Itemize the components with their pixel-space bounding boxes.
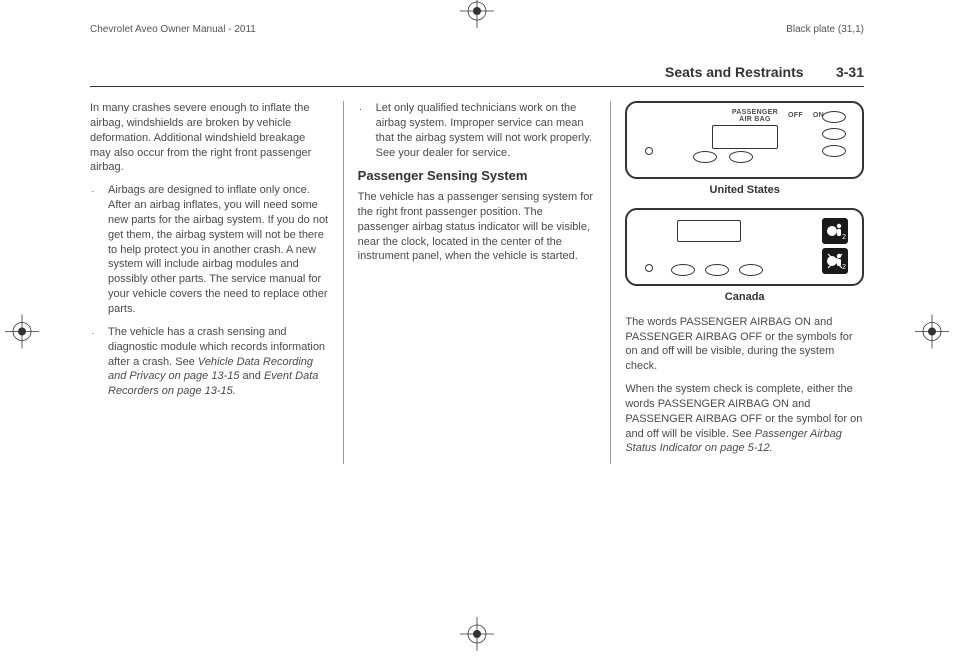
display-rect-icon xyxy=(677,220,741,242)
column-divider xyxy=(610,101,611,464)
column-divider xyxy=(343,101,344,464)
airbag-off-icon xyxy=(822,248,848,274)
button-oval-icon xyxy=(822,111,846,123)
canada-indicator-figure xyxy=(625,208,864,286)
bullet-text: The vehicle has a crash sensing and diag… xyxy=(108,325,329,399)
crop-mark-left xyxy=(5,315,39,354)
button-oval-icon xyxy=(739,264,763,276)
bullet-dot-icon: . xyxy=(90,183,108,317)
column-3: PASSENGER AIR BAG OFF ON xyxy=(615,101,864,464)
subheading: Passenger Sensing System xyxy=(358,168,597,184)
crop-mark-top xyxy=(460,0,494,33)
indicator-dot-icon xyxy=(645,147,653,155)
text-run: and xyxy=(239,370,263,382)
button-oval-icon xyxy=(822,145,846,157)
page-header: Seats and Restraints 3-31 xyxy=(90,64,864,87)
label-line: AIR BAG xyxy=(739,116,771,123)
button-oval-icon xyxy=(671,264,695,276)
manual-title: Chevrolet Aveo Owner Manual - 2011 xyxy=(90,24,256,35)
airbag-on-icon xyxy=(822,218,848,244)
crop-mark-bottom xyxy=(460,617,494,656)
body-paragraph: The vehicle has a passenger sensing syst… xyxy=(358,190,597,264)
bullet-text: Airbags are designed to inflate only onc… xyxy=(108,183,329,317)
indicator-label: PASSENGER AIR BAG xyxy=(732,109,778,123)
label-line: PASSENGER xyxy=(732,109,778,116)
section-title: Seats and Restraints xyxy=(665,64,804,80)
button-oval-icon xyxy=(822,128,846,140)
plate-label: Black plate (31,1) xyxy=(786,24,864,35)
bullet-item: . Airbags are designed to inflate only o… xyxy=(90,183,329,317)
us-indicator-figure: PASSENGER AIR BAG OFF ON xyxy=(625,101,864,179)
bullet-item: . The vehicle has a crash sensing and di… xyxy=(90,325,329,399)
page-number: 3-31 xyxy=(836,64,864,80)
page: Chevrolet Aveo Owner Manual - 2011 Black… xyxy=(0,0,954,668)
intro-paragraph: In many crashes severe enough to inflate… xyxy=(90,101,329,175)
crop-mark-right xyxy=(915,315,949,354)
figure-caption: United States xyxy=(625,183,864,198)
bullet-text: Let only qualified technicians work on t… xyxy=(376,101,597,160)
column-1: In many crashes severe enough to inflate… xyxy=(90,101,339,464)
bullet-dot-icon: . xyxy=(358,101,376,160)
body-paragraph: When the system check is complete, eithe… xyxy=(625,382,864,456)
content-columns: In many crashes severe enough to inflate… xyxy=(90,101,864,464)
button-oval-icon xyxy=(693,151,717,163)
button-oval-icon xyxy=(705,264,729,276)
bullet-dot-icon: . xyxy=(90,325,108,399)
bullet-item: . Let only qualified technicians work on… xyxy=(358,101,597,160)
body-paragraph: The words PASSENGER AIRBAG ON and PASSEN… xyxy=(625,315,864,374)
figure-caption: Canada xyxy=(625,290,864,305)
column-2: . Let only qualified technicians work on… xyxy=(348,101,607,464)
indicator-dot-icon xyxy=(645,264,653,272)
button-oval-icon xyxy=(729,151,753,163)
off-label: OFF xyxy=(788,109,803,119)
display-rect-icon xyxy=(712,125,778,149)
